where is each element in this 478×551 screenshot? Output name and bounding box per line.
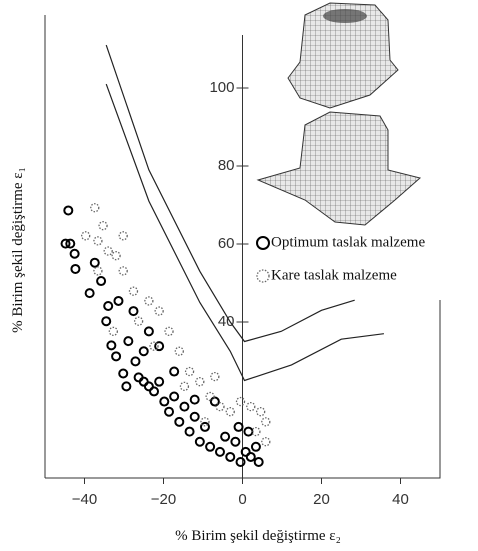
point — [255, 458, 263, 466]
point — [109, 327, 117, 335]
point — [216, 403, 224, 411]
point — [97, 277, 105, 285]
legend-label: Optimum taslak malzeme — [271, 234, 425, 250]
point — [114, 297, 122, 305]
point — [165, 327, 173, 335]
y-tick-label: 60 — [218, 235, 235, 252]
point — [186, 428, 194, 436]
point — [180, 382, 188, 390]
point — [129, 287, 137, 295]
point — [129, 307, 137, 315]
point — [71, 250, 79, 258]
point — [160, 398, 168, 406]
point — [237, 398, 245, 406]
point — [226, 408, 234, 416]
point — [226, 453, 234, 461]
point — [119, 369, 127, 377]
point — [155, 307, 163, 315]
point — [170, 368, 178, 376]
point — [86, 289, 94, 297]
y-axis-label: % Birim şekil değiştirme ε₁ — [10, 167, 26, 333]
point — [119, 232, 127, 240]
point — [244, 428, 252, 436]
point — [119, 267, 127, 275]
point — [165, 408, 173, 416]
point — [94, 237, 102, 245]
formed-part-top — [288, 3, 398, 108]
legend-label: Kare taslak malzeme — [271, 267, 397, 283]
point — [94, 267, 102, 275]
point — [104, 247, 112, 255]
point — [262, 438, 270, 446]
point — [155, 378, 163, 386]
point — [247, 403, 255, 411]
point — [140, 347, 148, 355]
legend: Optimum taslak malzeme Kare taslak malzem… — [257, 234, 425, 283]
point — [150, 387, 158, 395]
point — [124, 337, 132, 345]
point — [122, 382, 130, 390]
x-tick-label: −20 — [151, 491, 176, 508]
point — [247, 453, 255, 461]
point — [237, 458, 245, 466]
point — [99, 222, 107, 230]
point — [252, 443, 260, 451]
point — [107, 341, 115, 349]
point — [191, 396, 199, 404]
chart: % Birim şekil değiştirme ε₂ % Birim şeki… — [0, 0, 478, 551]
point — [221, 433, 229, 441]
point — [102, 317, 110, 325]
y-tick-label: 80 — [218, 157, 235, 174]
x-tick-label: −40 — [72, 491, 97, 508]
point — [262, 418, 270, 426]
x-tick-label: 20 — [313, 491, 330, 508]
point — [206, 392, 214, 400]
point — [104, 302, 112, 310]
point — [231, 438, 239, 446]
point — [196, 438, 204, 446]
point — [112, 352, 120, 360]
point — [191, 413, 199, 421]
point — [150, 342, 158, 350]
point — [71, 265, 79, 273]
point — [186, 368, 194, 376]
point — [206, 443, 214, 451]
point — [175, 418, 183, 426]
point — [201, 418, 209, 426]
x-tick-label: 0 — [238, 491, 246, 508]
point — [112, 252, 120, 260]
point — [180, 403, 188, 411]
point — [82, 232, 90, 240]
point — [91, 259, 99, 267]
y-tick-label: 100 — [209, 79, 234, 96]
point — [211, 373, 219, 381]
formed-part-bottom — [258, 112, 420, 225]
point — [91, 204, 99, 212]
point — [196, 378, 204, 386]
point — [135, 317, 143, 325]
point — [131, 357, 139, 365]
point — [64, 206, 72, 214]
legend-marker — [257, 237, 269, 249]
point — [145, 327, 153, 335]
point — [216, 448, 224, 456]
point — [145, 297, 153, 305]
point — [257, 408, 265, 416]
point — [170, 392, 178, 400]
x-tick-label: 40 — [392, 491, 409, 508]
point — [211, 398, 219, 406]
x-axis-label: % Birim şekil değiştirme ε₂ — [175, 528, 341, 544]
point — [175, 347, 183, 355]
point — [235, 423, 243, 431]
legend-marker — [257, 270, 269, 282]
